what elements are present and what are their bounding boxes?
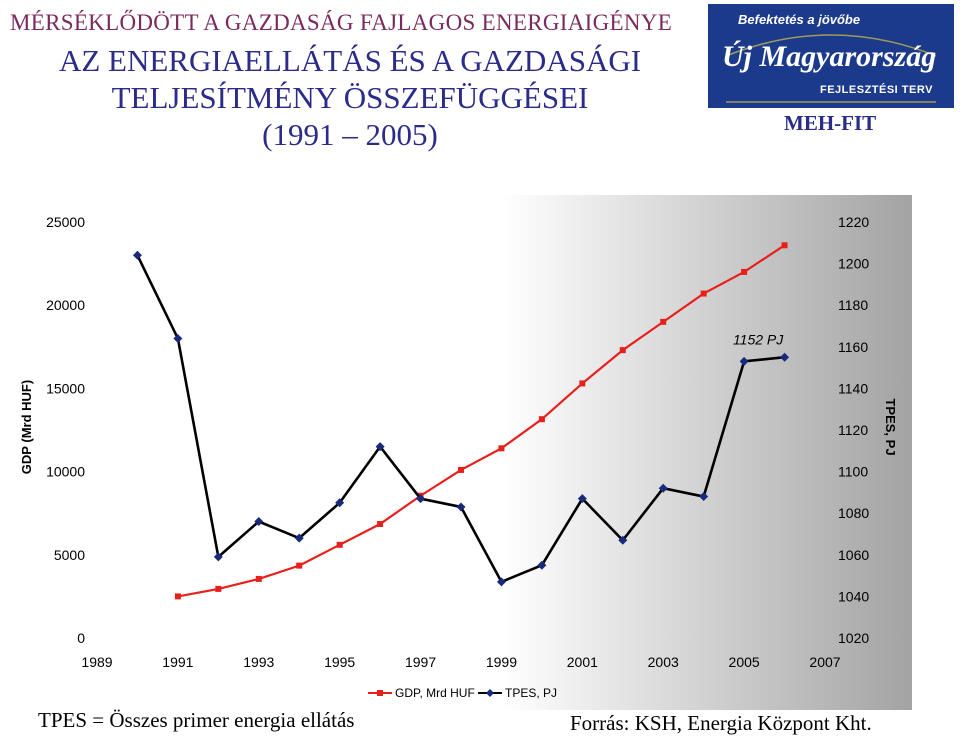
- series-layer: [132, 242, 790, 600]
- gdp-series-line: [177, 244, 786, 598]
- left-tick-label: 25000: [46, 214, 85, 230]
- footnote-source: Forrás: KSH, Energia Központ Kht.: [570, 711, 872, 735]
- x-tick-label: 1997: [405, 654, 436, 670]
- logo-tagline: Befektetés a jövőbe: [738, 12, 861, 27]
- right-tick-label: 1180: [838, 297, 868, 313]
- gdp-point: [215, 585, 222, 592]
- title-line-3: (1991 – 2005): [262, 117, 438, 152]
- left-tick-label: 10000: [46, 464, 85, 480]
- title-line-2: TELJESÍTMÉNY ÖSSZEFÜGGÉSEI: [111, 80, 589, 115]
- x-tick-label: 2005: [729, 654, 760, 670]
- chart-frame: [0, 195, 912, 710]
- tpes-point: [173, 333, 183, 343]
- gdp-point: [538, 416, 545, 423]
- footnote-tpes-definition: TPES = Összes primer energia ellátás: [38, 708, 355, 732]
- title-line-1: AZ ENERGIAELLÁTÁS ÉS A GAZDASÁGI: [58, 43, 642, 78]
- uj-magyarorszag-logo: Befektetés a jövőbe Új Magyarország FEJL…: [708, 4, 954, 108]
- x-tick-label: 1993: [243, 654, 274, 670]
- tpes-point: [335, 498, 345, 508]
- x-tick-label: 1991: [162, 654, 193, 670]
- gdp-point: [619, 347, 626, 354]
- legend-tpes-marker: [486, 689, 494, 697]
- right-tick-label: 1020: [838, 630, 869, 646]
- right-axis-ticks: 1020 1040 1060 1080 1100 1120 1140 1160 1180 1200…: [838, 214, 869, 646]
- tpes-point: [780, 352, 790, 362]
- gdp-point: [174, 593, 181, 600]
- right-tick-label: 1040: [838, 588, 869, 604]
- right-tick-label: 1160: [838, 339, 868, 355]
- left-axis-label: GDP (Mrd HUF): [19, 380, 34, 474]
- left-tick-label: 5000: [54, 547, 85, 563]
- right-tick-label: 1080: [838, 505, 869, 521]
- gdp-point: [700, 290, 707, 297]
- left-axis-ticks: 0 5000 10000 15000 20000 25000: [46, 214, 85, 646]
- gdp-point: [255, 575, 262, 582]
- right-tick-label: 1100: [838, 464, 868, 480]
- left-tick-label: 20000: [46, 297, 85, 313]
- org-label: MEH-FIT: [784, 111, 877, 135]
- left-tick-label: 15000: [46, 380, 85, 396]
- chart-legend: GDP, Mrd HUF TPES, PJ: [368, 686, 557, 700]
- tpes-point: [456, 502, 466, 512]
- tpes-annotation: 1152 PJ: [733, 331, 784, 347]
- tpes-point: [254, 517, 264, 527]
- logo-plan: FEJLESZTÉSI TERV: [820, 84, 933, 96]
- right-tick-label: 1140: [838, 380, 868, 396]
- right-tick-label: 1060: [838, 547, 869, 563]
- right-tick-label: 1200: [838, 256, 869, 272]
- x-tick-label: 2001: [567, 654, 598, 670]
- gdp-point: [458, 466, 464, 473]
- tpes-point: [658, 483, 668, 493]
- tpes-point: [577, 494, 587, 504]
- gdp-point: [579, 380, 586, 387]
- tpes-point: [213, 552, 223, 562]
- legend-tpes-label: TPES, PJ: [505, 686, 557, 700]
- x-tick-label: 1999: [486, 654, 517, 670]
- gdp-point: [741, 268, 748, 275]
- gdp-point: [336, 541, 343, 548]
- legend-gdp-marker: [377, 690, 383, 696]
- logo-stars-icon: [725, 34, 937, 103]
- logo-name: Új Magyarország: [722, 40, 937, 73]
- right-axis-label: TPES, PJ: [883, 398, 898, 455]
- right-tick-label: 1220: [838, 214, 869, 230]
- tpes-point: [618, 535, 628, 545]
- gdp-point: [498, 445, 505, 452]
- x-tick-label: 2007: [809, 654, 840, 670]
- gdp-point: [660, 318, 667, 325]
- gdp-point: [296, 562, 303, 569]
- x-tick-label: 1989: [81, 654, 112, 670]
- chart-subtitle: MÉRSÉKLŐDÖTT A GAZDASÁG FAJLAGOS ENERGIA…: [10, 10, 673, 35]
- gdp-point: [377, 521, 384, 528]
- gdp-point: [781, 242, 788, 249]
- tpes-point: [739, 356, 749, 366]
- left-tick-label: 0: [77, 630, 85, 646]
- page-title: AZ ENERGIAELLÁTÁS ÉS A GAZDASÁGI TELJESÍ…: [0, 42, 700, 153]
- tpes-point: [416, 494, 426, 504]
- tpes-point: [375, 442, 385, 452]
- tpes-point: [537, 560, 547, 570]
- tpes-point: [294, 533, 304, 543]
- tpes-point: [699, 492, 709, 502]
- right-tick-label: 1120: [838, 422, 868, 438]
- tpes-point: [496, 577, 506, 587]
- tpes-point: [132, 250, 142, 260]
- x-tick-label: 2003: [648, 654, 679, 670]
- x-tick-label: 1995: [324, 654, 355, 670]
- legend-gdp-label: GDP, Mrd HUF: [395, 686, 475, 700]
- x-axis-ticks: 1989 1991 1993 1995 1997 1999 2001 2003 2005 2007: [81, 654, 840, 670]
